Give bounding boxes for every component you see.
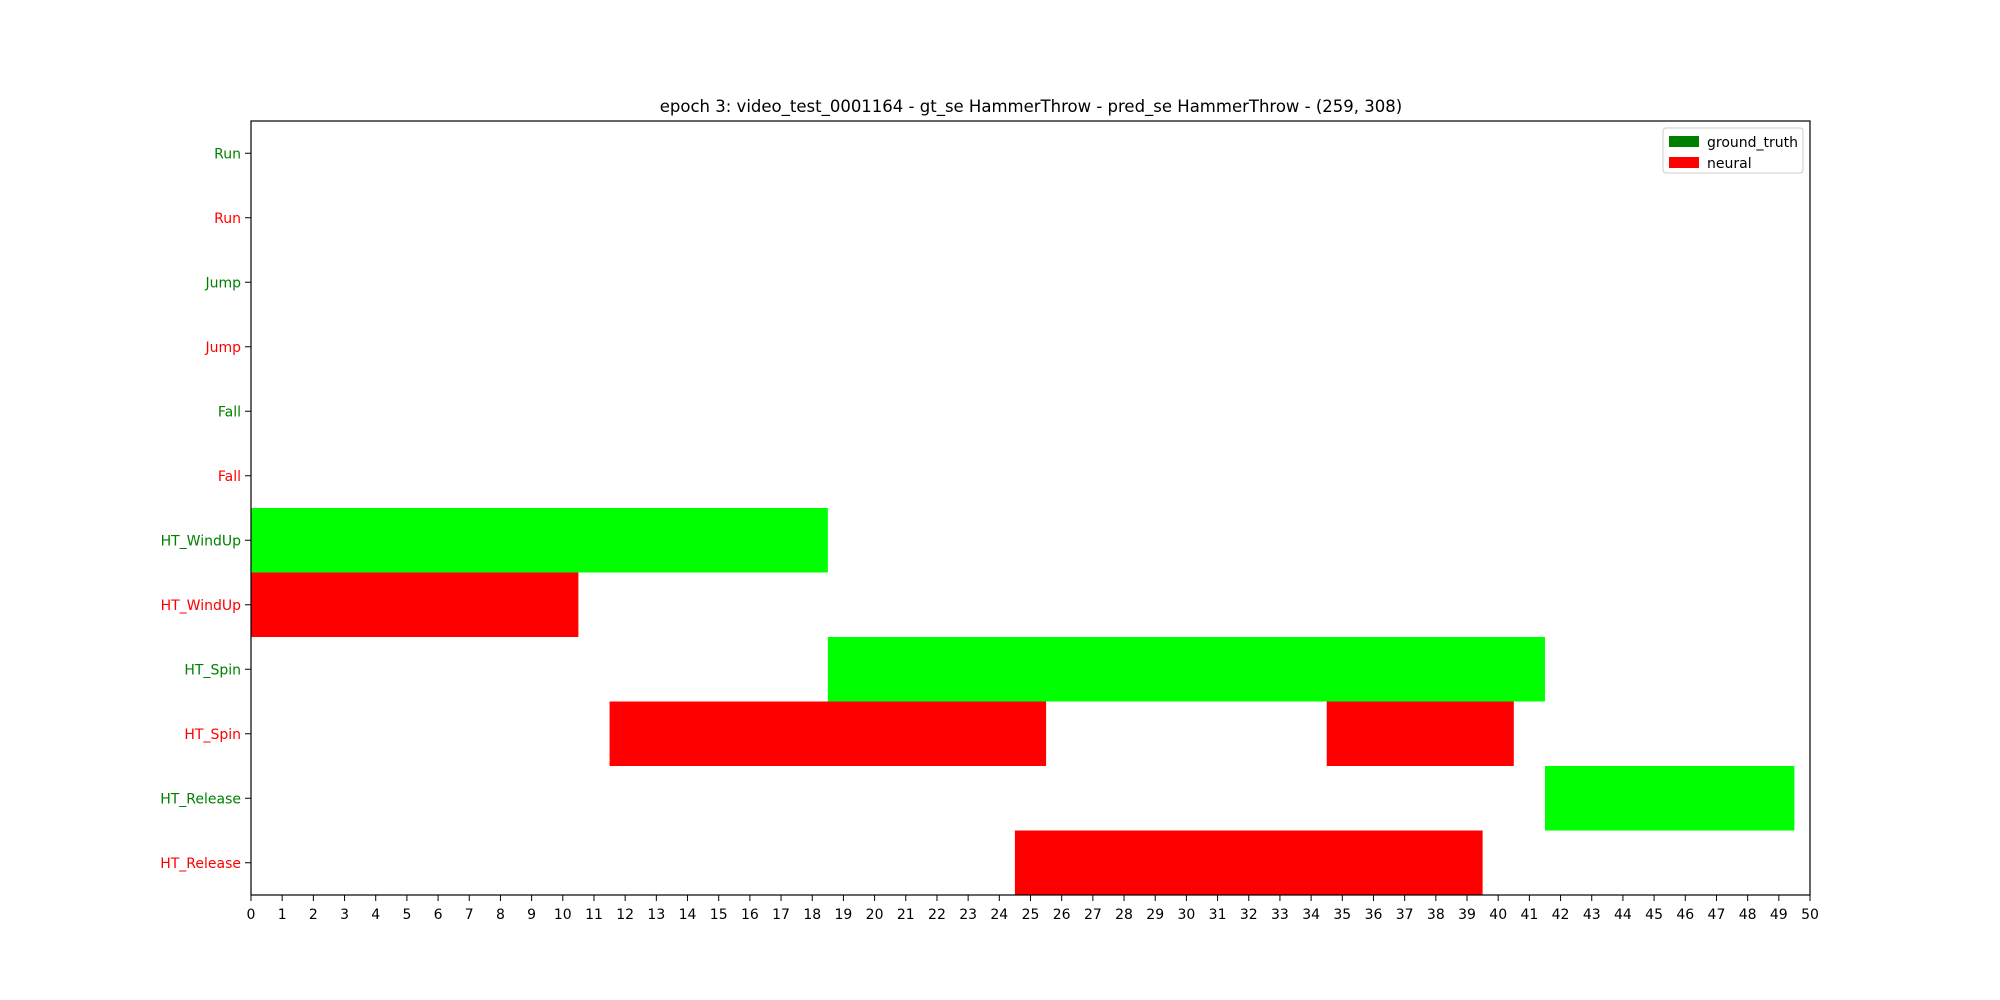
x-tick-label: 9 — [527, 907, 536, 923]
x-tick-label: 14 — [679, 907, 697, 923]
x-tick-label: 7 — [465, 907, 474, 923]
y-tick-label: HT_WindUp — [161, 533, 242, 549]
y-tick-label: Fall — [218, 404, 241, 420]
y-tick-label: HT_Spin — [184, 662, 241, 678]
y-tick-label: Jump — [204, 275, 241, 291]
bar-neural-ht_windup-0 — [251, 572, 579, 637]
x-tick-label: 6 — [434, 907, 443, 923]
x-tick-label: 21 — [897, 907, 915, 923]
x-tick-label: 2 — [309, 907, 318, 923]
chart-title: epoch 3: video_test_0001164 - gt_se Hamm… — [660, 97, 1402, 117]
x-tick-label: 46 — [1676, 907, 1694, 923]
x-tick-label: 37 — [1396, 907, 1414, 923]
bar-ground_truth-ht_spin-0 — [827, 637, 1545, 702]
x-tick-label: 23 — [959, 907, 977, 923]
x-tick-label: 32 — [1240, 907, 1258, 923]
x-tick-label: 8 — [496, 907, 505, 923]
x-tick-label: 25 — [1022, 907, 1040, 923]
x-tick-label: 19 — [835, 907, 853, 923]
y-tick-label: Run — [214, 146, 241, 162]
x-tick-label: 13 — [647, 907, 665, 923]
x-tick-label: 4 — [371, 907, 380, 923]
x-tick-label: 39 — [1458, 907, 1476, 923]
legend-swatch-ground_truth — [1669, 136, 1699, 147]
x-tick-label: 22 — [928, 907, 946, 923]
x-tick-label: 31 — [1209, 907, 1227, 923]
legend-label-neural: neural — [1707, 156, 1752, 172]
x-tick-label: 17 — [772, 907, 790, 923]
x-tick-label: 10 — [554, 907, 572, 923]
x-tick-label: 12 — [616, 907, 634, 923]
x-tick-label: 0 — [247, 907, 256, 923]
bars-layer — [251, 508, 1795, 895]
y-tick-label: Fall — [218, 469, 241, 485]
y-tick-label: HT_Spin — [184, 727, 241, 743]
x-tick-label: 35 — [1333, 907, 1351, 923]
x-tick-label: 43 — [1583, 907, 1601, 923]
x-tick-label: 15 — [710, 907, 728, 923]
x-tick-label: 1 — [278, 907, 287, 923]
x-tick-label: 26 — [1053, 907, 1071, 923]
x-tick-label: 40 — [1489, 907, 1507, 923]
x-tick-label: 36 — [1365, 907, 1383, 923]
bar-neural-ht_spin-0 — [609, 701, 1047, 766]
bar-ground_truth-ht_windup-0 — [251, 508, 828, 573]
x-tick-label: 20 — [866, 907, 884, 923]
x-tick-label: 3 — [340, 907, 349, 923]
bar-neural-ht_spin-1 — [1326, 701, 1514, 766]
x-tick-label: 33 — [1271, 907, 1289, 923]
x-tick-label: 29 — [1146, 907, 1164, 923]
legend-swatch-neural — [1669, 157, 1699, 168]
x-tick-label: 24 — [990, 907, 1008, 923]
x-tick-label: 28 — [1115, 907, 1133, 923]
x-tick-label: 42 — [1552, 907, 1570, 923]
x-tick-label: 38 — [1427, 907, 1445, 923]
axes-layer: Run Run Jump Jump Fall Fall HT_WindUp HT_WindUp… — [160, 120, 1819, 923]
x-tick-label: 27 — [1084, 907, 1102, 923]
legend-label-ground_truth: ground_truth — [1707, 135, 1798, 151]
bar-neural-ht_release-0 — [1014, 830, 1483, 895]
x-tick-label: 41 — [1520, 907, 1538, 923]
x-tick-label: 5 — [402, 907, 411, 923]
bar-ground_truth-ht_release-0 — [1544, 766, 1795, 831]
x-tick-label: 34 — [1302, 907, 1320, 923]
x-tick-label: 45 — [1645, 907, 1663, 923]
y-tick-label: HT_WindUp — [161, 598, 242, 614]
x-tick-label: 11 — [585, 907, 603, 923]
x-tick-label: 30 — [1177, 907, 1195, 923]
y-tick-label: Jump — [204, 340, 241, 356]
y-tick-label: Run — [214, 211, 241, 227]
x-tick-label: 49 — [1770, 907, 1788, 923]
y-tick-label: HT_Release — [160, 856, 241, 872]
x-tick-label: 48 — [1739, 907, 1757, 923]
x-tick-label: 16 — [741, 907, 759, 923]
y-tick-label: HT_Release — [160, 791, 241, 807]
x-tick-label: 44 — [1614, 907, 1632, 923]
x-tick-label: 47 — [1708, 907, 1726, 923]
x-tick-label: 50 — [1801, 907, 1819, 923]
x-tick-label: 18 — [803, 907, 821, 923]
